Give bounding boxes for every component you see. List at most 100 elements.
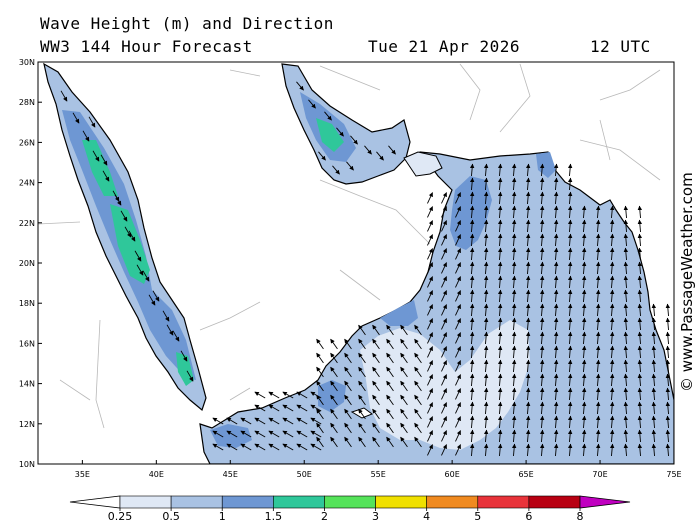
wave-arrow	[254, 404, 266, 412]
wave-arrow	[268, 391, 280, 399]
colorbar-label: 4	[423, 510, 430, 523]
wave-arrow	[511, 387, 517, 401]
wave-arrow	[665, 303, 671, 317]
wave-arrow	[595, 289, 601, 303]
wave-arrow	[316, 338, 324, 350]
wave-arrow	[595, 415, 601, 429]
wave-arrow	[212, 443, 224, 451]
wave-arrow	[567, 163, 573, 177]
wave-arrow	[455, 206, 461, 218]
wave-arrow	[539, 401, 545, 415]
wave-arrow	[330, 366, 338, 378]
wave-arrow	[483, 345, 489, 359]
wave-arrow	[372, 366, 380, 378]
wave-arrow	[511, 443, 517, 457]
colorbar-min-arrow	[69, 495, 121, 509]
wave-arrow	[595, 275, 601, 289]
wave-arrow	[120, 210, 128, 222]
wave-arrow	[469, 387, 475, 401]
wave-arrow	[595, 401, 601, 415]
wave-arrow	[567, 345, 573, 359]
wave-arrow	[455, 444, 461, 456]
wave-arrow	[623, 387, 629, 401]
wave-arrow	[400, 366, 408, 378]
wave-arrow	[316, 436, 324, 448]
wave-arrow	[469, 261, 475, 275]
wave-arrow	[441, 192, 447, 204]
lat-label: 16N	[19, 339, 35, 348]
wave-arrow	[483, 387, 489, 401]
wave-arrow	[497, 191, 503, 205]
wave-arrow	[469, 191, 475, 205]
wave-arrow	[483, 219, 489, 233]
wave-arrow	[581, 373, 587, 387]
wave-arrow	[455, 220, 461, 232]
wave-arrow	[497, 177, 503, 191]
title-line-2: WW3 144 Hour Forecast	[40, 37, 253, 56]
wave-arrow	[595, 331, 601, 345]
wave-arrow	[623, 317, 629, 331]
wave-arrow	[497, 219, 503, 233]
wave-arrow	[358, 394, 366, 406]
wave-arrow	[539, 289, 545, 303]
wave-arrow	[455, 290, 461, 302]
wave-arrow	[665, 387, 671, 401]
wave-arrow	[497, 163, 503, 177]
wave-arrow	[296, 430, 308, 438]
wave-arrow	[296, 81, 304, 91]
wave-arrow	[226, 417, 238, 425]
wave-arrow	[400, 408, 408, 420]
wave-arrow	[525, 247, 531, 261]
wave-arrow	[344, 408, 352, 420]
wave-arrow	[483, 163, 489, 177]
wave-arrow	[318, 151, 326, 161]
wave-arrow	[511, 359, 517, 373]
wave-arrow	[483, 191, 489, 205]
wave-arrow	[581, 205, 587, 219]
wave-arrow	[511, 205, 517, 219]
wave-arrow	[511, 415, 517, 429]
wave-arrow	[581, 429, 587, 443]
wave-arrow	[282, 443, 294, 451]
wave-arrow	[567, 303, 573, 317]
wave-arrow	[344, 436, 352, 448]
wave-arrow	[539, 345, 545, 359]
wave-arrow	[651, 387, 657, 401]
wave-arrow	[651, 359, 657, 373]
wave-arrow	[567, 205, 573, 219]
wave-arrow	[483, 401, 489, 415]
wave-arrow	[240, 417, 252, 425]
lat-label: 18N	[19, 299, 35, 308]
wave-arrow	[637, 387, 643, 401]
wave-arrow	[455, 430, 461, 442]
wave-arrow	[511, 219, 517, 233]
wave-arrow	[539, 261, 545, 275]
wave-arrow	[595, 345, 601, 359]
wave-arrow	[553, 443, 559, 457]
wave-arrow	[469, 429, 475, 443]
wave-arrow	[483, 415, 489, 429]
high-wave-coast	[380, 300, 418, 326]
wave-arrow	[553, 205, 559, 219]
wave-arrow	[427, 388, 433, 400]
wave-arrow	[469, 205, 475, 219]
wave-arrow	[441, 402, 447, 414]
wave-arrow	[651, 415, 657, 429]
wave-arrow	[609, 205, 615, 219]
wave-arrow	[441, 276, 447, 288]
wave-arrow	[651, 443, 657, 457]
wave-arrow	[497, 443, 503, 457]
wave-arrow	[386, 408, 394, 420]
wave-arrow	[581, 275, 587, 289]
wave-arrow	[497, 289, 503, 303]
colorbar-label: 0.25	[108, 510, 133, 523]
wave-arrow	[539, 317, 545, 331]
wave-arrow	[511, 331, 517, 345]
wave-arrow	[539, 233, 545, 247]
wave-arrow	[525, 331, 531, 345]
wave-arrow	[427, 262, 433, 274]
wave-arrow	[637, 205, 643, 219]
wave-arrow	[330, 408, 338, 420]
wave-arrow	[511, 429, 517, 443]
wave-arrow	[511, 317, 517, 331]
